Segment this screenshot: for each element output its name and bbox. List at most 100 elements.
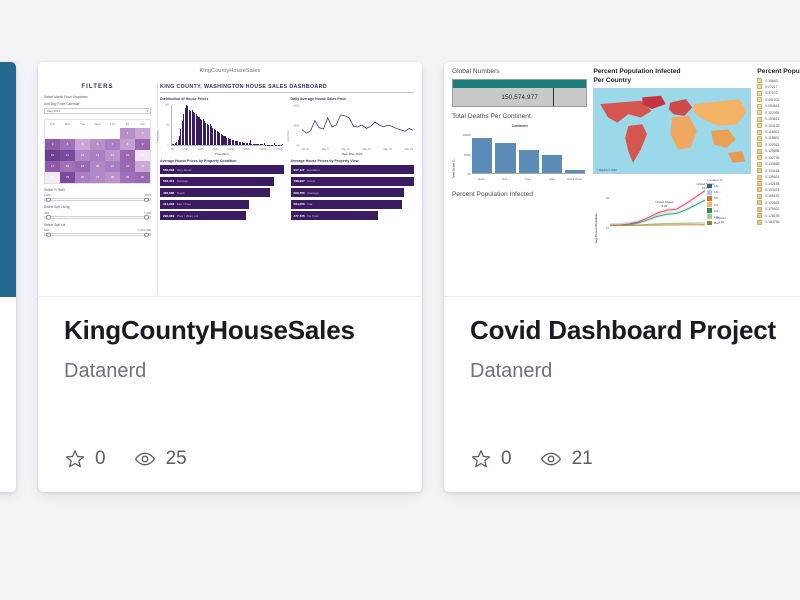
- scale-item[interactable]: 0.169157: [757, 193, 800, 199]
- calendar-day-cell[interactable]: 19: [75, 160, 90, 172]
- calendar-day-cell[interactable]: 29: [120, 171, 136, 183]
- month-dropdown[interactable]: May 2014 ▾: [44, 107, 152, 114]
- scale-item[interactable]: 0.103613: [757, 116, 800, 122]
- calendar-day-cell[interactable]: 12: [75, 149, 90, 161]
- scale-item[interactable]: 0.122912: [757, 142, 800, 148]
- calendar-day-cell[interactable]: 2: [135, 127, 151, 139]
- calendar-day-cell[interactable]: 30: [135, 171, 151, 183]
- calendar-day-cell[interactable]: 17: [45, 160, 60, 172]
- favorites-stat[interactable]: 0: [64, 448, 106, 470]
- calendar-day-cell[interactable]: 8: [120, 138, 136, 150]
- calendar-day-cell[interactable]: [45, 127, 60, 139]
- filter-sqft-lot[interactable]: Select Sqft Lot 520 1,022,399: [44, 223, 152, 237]
- scale-item[interactable]: 0.102091: [757, 110, 800, 116]
- calendar-day-cell[interactable]: 1: [120, 127, 136, 139]
- scale-item[interactable]: 0.134184: [757, 168, 800, 174]
- calendar-day-cell[interactable]: 24: [45, 171, 60, 183]
- star-outline-icon: [65, 450, 85, 468]
- calendar-day-cell[interactable]: 14: [105, 149, 121, 161]
- sqft-lot-slider-track[interactable]: [44, 233, 152, 237]
- legend-item[interactable]: Afri...: [707, 190, 749, 195]
- calendar-day-cell[interactable]: 16: [135, 149, 151, 161]
- condition-bar-bar: 503,401 Average: [160, 176, 274, 186]
- scale-item[interactable]: 0.114601: [757, 129, 800, 135]
- card-author[interactable]: Datanerd: [470, 360, 553, 383]
- calendar-widget[interactable]: Sun Mon Tue Wed Thu Fri Sat 1 2 3 4 5 6 7 8 9 10 1…: [44, 118, 152, 184]
- card-title[interactable]: Covid Dashboard Project: [470, 315, 777, 345]
- calendar-day-cell[interactable]: 26: [75, 171, 90, 183]
- calendar-day-cell[interactable]: 9: [135, 138, 151, 150]
- card-thumbnail-kingcountyhousesales[interactable]: KingCountyHouseSales FILTERS Select Mont…: [38, 62, 422, 297]
- legend-label: Afri...: [713, 184, 721, 189]
- dashboard-card-kingcountyhousesales[interactable]: KingCountyHouseSales FILTERS Select Mont…: [38, 62, 422, 492]
- calendar-day-cell[interactable]: 3: [45, 138, 60, 150]
- scale-item[interactable]: 0.27217: [757, 84, 800, 90]
- condition-bar-bar: 550,093 Very Good: [160, 165, 284, 174]
- calendar-day-cell[interactable]: 15: [120, 149, 136, 161]
- histogram-x-tick: 1500K: [259, 148, 267, 151]
- scale-item[interactable]: 0.139631: [757, 174, 800, 180]
- card-author[interactable]: Datanerd: [64, 360, 147, 383]
- scale-swatch: [757, 129, 763, 135]
- legend-item[interactable]: Mex...: [707, 220, 749, 226]
- histogram-x-ticks: 0K 250K 500K 750K 1000K 1250K 1500K 1750K: [171, 148, 282, 151]
- calendar-day-cell[interactable]: 5: [75, 138, 90, 150]
- legend-item[interactable]: Chi...: [707, 202, 749, 207]
- scale-item[interactable]: 0.133668: [757, 161, 800, 167]
- calendar-day-cell[interactable]: 28: [105, 171, 121, 183]
- calendar-day-cell[interactable]: 18: [60, 160, 75, 172]
- calendar-day-cell[interactable]: 22: [120, 160, 136, 172]
- scale-item[interactable]: 0.153474: [757, 187, 800, 193]
- scale-item[interactable]: 0.37372: [757, 90, 800, 96]
- views-stat[interactable]: 21: [539, 448, 593, 470]
- calendar-day-cell[interactable]: 25: [60, 171, 75, 183]
- calendar-day-cell[interactable]: 21: [105, 160, 121, 172]
- scale-item[interactable]: 0.184796: [757, 219, 800, 225]
- calendar-day-cell[interactable]: 27: [90, 171, 106, 183]
- calendar-day-grid[interactable]: 1 2 3 4 5 6 7 8 9 10 11 12 13 14 15 16 17 18 19 20 21 22 23 24 2…: [45, 127, 151, 183]
- scale-item[interactable]: 0.104128: [757, 123, 800, 129]
- dashboard-card-partial[interactable]: [0, 62, 16, 492]
- calendar-day-cell[interactable]: [75, 127, 90, 139]
- calendar-day-cell[interactable]: 7: [105, 138, 121, 150]
- scale-item[interactable]: 0.094644: [757, 103, 800, 109]
- scale-item[interactable]: 0.178139: [757, 213, 800, 219]
- histogram-bar: [195, 114, 197, 145]
- scale-item[interactable]: 0.132739: [757, 155, 800, 161]
- calendar-day-cell[interactable]: 20: [90, 160, 106, 172]
- legend-item[interactable]: Afri...: [707, 183, 749, 189]
- yr-built-slider-track[interactable]: [44, 198, 152, 202]
- view-bar-value: 798,997: [293, 179, 305, 184]
- filter-yr-built[interactable]: Select Yr Built 1900 2015: [44, 188, 152, 202]
- scale-item[interactable]: 0.172628: [757, 200, 800, 206]
- calendar-day-cell[interactable]: [90, 127, 106, 139]
- card-thumbnail-partial[interactable]: [0, 62, 16, 297]
- calendar-day-cell[interactable]: 11: [60, 149, 75, 161]
- sqft-living-slider-track[interactable]: [44, 215, 152, 219]
- card-title[interactable]: KingCountyHouseSales: [64, 315, 355, 345]
- card-thumbnail-covid-dashboard-project[interactable]: Global Numbers 150,574,977 Total Deaths …: [444, 62, 800, 297]
- scale-item[interactable]: 0.129898: [757, 148, 800, 154]
- calendar-day-cell[interactable]: [60, 127, 75, 139]
- world-choropleth-map[interactable]: © Mapbox © OSM: [593, 88, 752, 175]
- legend-item[interactable]: Chi...: [707, 196, 749, 201]
- favorites-stat[interactable]: 0: [470, 448, 512, 470]
- dashboard-card-covid-dashboard-project[interactable]: Global Numbers 150,574,977 Total Deaths …: [444, 62, 800, 492]
- calendar-day-cell[interactable]: 10: [45, 149, 60, 161]
- calendar-day-cell[interactable]: [105, 127, 121, 139]
- thumb-filters-pane: FILTERS Select Month From Dropdown And D…: [38, 84, 157, 294]
- scale-item[interactable]: 0.15663: [757, 78, 800, 83]
- calendar-day-cell[interactable]: 4: [60, 138, 75, 150]
- histogram-bar: [177, 140, 179, 145]
- legend-item[interactable]: Indi...: [707, 208, 749, 213]
- calendar-day-cell[interactable]: 23: [135, 160, 151, 172]
- filter-sqft-living[interactable]: Select Sqft Living 290 7,440: [44, 205, 152, 219]
- scale-item[interactable]: 0.118800: [757, 135, 800, 141]
- scale-item[interactable]: 0.051202: [757, 97, 800, 103]
- calendar-day-cell[interactable]: 13: [90, 149, 106, 161]
- scale-item[interactable]: 0.176622: [757, 206, 800, 212]
- legend-item[interactable]: Indi...: [707, 214, 749, 219]
- scale-item[interactable]: 0.142198: [757, 181, 800, 186]
- views-stat[interactable]: 25: [133, 448, 187, 470]
- calendar-day-cell[interactable]: 6: [90, 138, 106, 150]
